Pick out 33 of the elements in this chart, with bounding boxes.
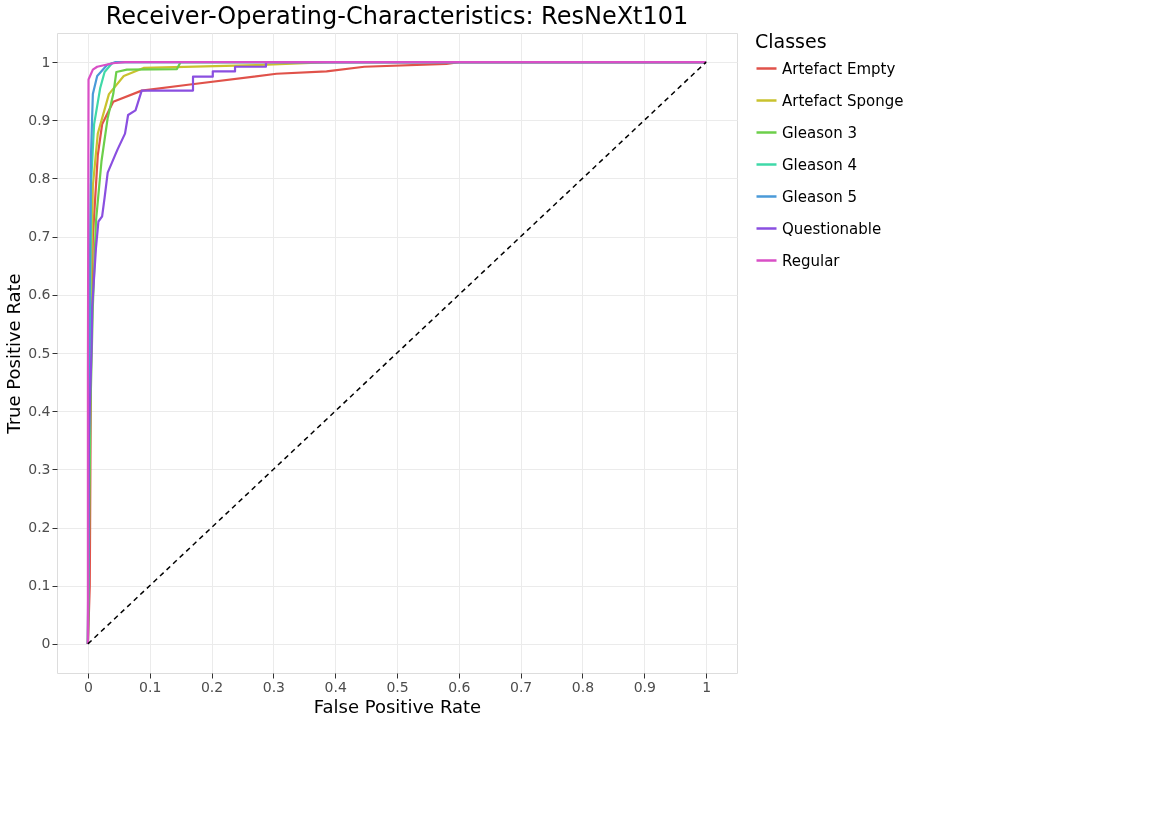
legend-label: Gleason 3: [782, 123, 858, 142]
x-tick-label: 0.7: [510, 678, 533, 695]
x-tick-label: 1: [702, 678, 712, 695]
x-tick-label: 0.4: [324, 678, 347, 695]
y-tick-label: 0.6: [28, 286, 51, 303]
legend-label: Gleason 4: [782, 155, 858, 174]
legend-label: Artefact Sponge: [782, 91, 904, 110]
legend-label: Artefact Empty: [782, 59, 896, 78]
x-tick-label: 0.3: [262, 678, 285, 695]
y-tick-label: 0.8: [28, 169, 51, 186]
chart-title: Receiver-Operating-Characteristics: ResNeXt101: [105, 2, 689, 30]
x-tick-label: 0.6: [448, 678, 471, 695]
legend-label: Regular: [782, 251, 841, 270]
y-tick-label: 0: [41, 635, 51, 652]
x-tick-label: 0.8: [571, 678, 595, 695]
legend-label: Gleason 5: [782, 187, 858, 206]
legend-label: Questionable: [782, 219, 882, 238]
y-tick-label: 0.2: [28, 519, 51, 536]
x-tick-label: 0.9: [633, 678, 656, 695]
x-tick-label: 0.1: [139, 678, 162, 695]
y-tick-label: 0.4: [28, 402, 51, 419]
y-tick-label: 0.3: [28, 460, 51, 477]
y-tick-label: 0.9: [28, 111, 51, 128]
y-tick-label: 0.1: [28, 577, 51, 594]
y-tick-label: 0.5: [28, 344, 51, 361]
x-tick-label: 0.2: [200, 678, 224, 695]
y-tick-label: 0.7: [28, 228, 51, 245]
x-tick-label: 0.5: [386, 678, 409, 695]
legend-title: Classes: [755, 30, 827, 52]
y-axis-title: True Positive Rate: [3, 273, 25, 435]
x-tick-label: 0: [83, 678, 93, 695]
x-axis-title: False Positive Rate: [313, 695, 482, 717]
y-tick-label: 1: [41, 53, 51, 70]
